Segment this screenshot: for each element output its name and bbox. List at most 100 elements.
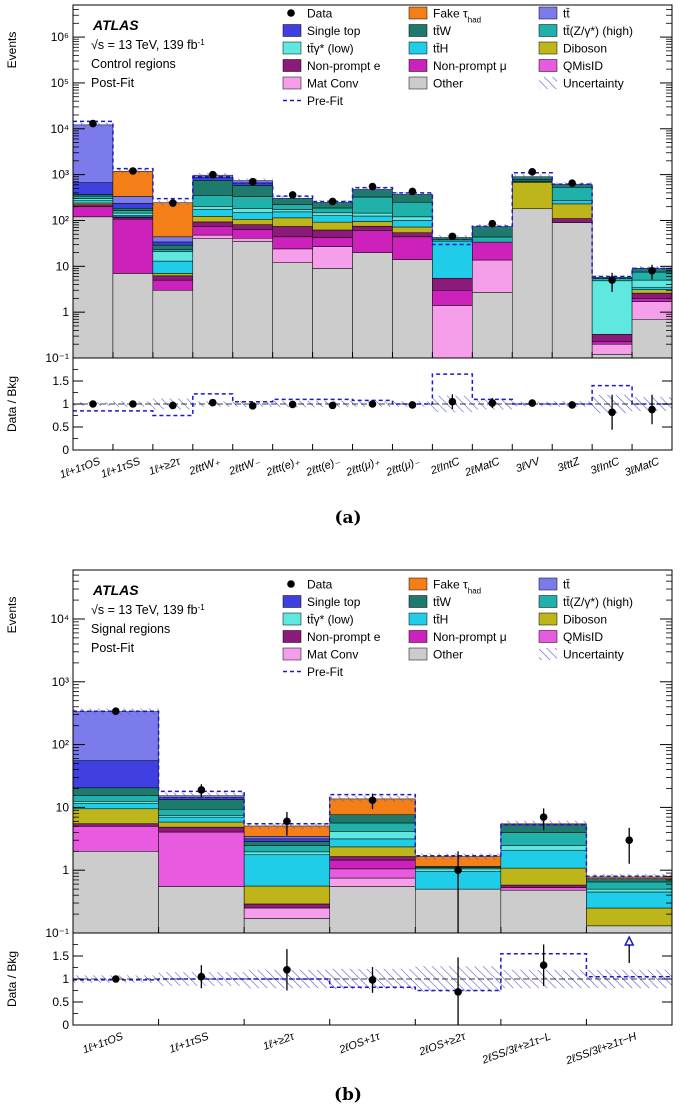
- bar-nonprompt_mu-9: [432, 290, 473, 306]
- legend-label-other: Other: [433, 77, 463, 91]
- bar-other-5: [272, 262, 313, 359]
- bar-tth-8: [392, 220, 433, 228]
- legend-label-ttw: tt̄W: [433, 595, 452, 609]
- legend-label-prefit: Pre-Fit: [307, 665, 344, 679]
- ratio-ytick-label: 0: [62, 443, 69, 457]
- bar-ttgamma-0: [72, 801, 159, 804]
- bar-nonprompt_e-2: [152, 275, 194, 281]
- legend-label-nonprompt_e: Non-prompt e: [307, 630, 381, 644]
- legend-data-marker: [287, 9, 295, 17]
- data-point-10: [488, 219, 497, 228]
- ratio-point-5: [288, 400, 297, 409]
- legend-swatch-nonprompt_mu: [408, 630, 428, 643]
- legend-swatch-mat_conv: [282, 76, 302, 90]
- bar-ttgamma-2: [152, 251, 194, 262]
- bar-nonprompt_mu-10: [472, 241, 513, 261]
- bar-nonprompt_mu-13: [591, 341, 633, 345]
- ratio-ytick-label: 1.5: [52, 374, 69, 388]
- bar-ttw-1: [112, 207, 154, 211]
- data-point-3: [208, 170, 217, 179]
- data-point-0: [111, 707, 120, 716]
- x-category-label-12: 3ℓttZ: [556, 455, 582, 474]
- bar-tth-5: [500, 849, 587, 869]
- ratio-point-1: [129, 400, 137, 408]
- bar-ttz-4: [232, 196, 273, 209]
- uncertainty-band-11: [512, 174, 553, 179]
- x-category-label-5: 2ℓSS/3ℓ+≥1τ−L: [480, 1031, 553, 1067]
- bar-single_top-1: [112, 203, 154, 209]
- x-category-label-11: 3ℓVV: [514, 455, 543, 475]
- bar-other-6: [586, 925, 673, 934]
- legend-swatch-ttz: [538, 595, 558, 608]
- ytick-label: 10⁴: [50, 612, 69, 626]
- ratio-unc-6: [586, 969, 672, 989]
- legend-swatch-ttgamma: [282, 612, 302, 626]
- y-axis-label: Events: [5, 32, 19, 69]
- data-point-1: [197, 786, 206, 794]
- ratio-point-12: [568, 401, 576, 409]
- bar-nonprompt_mu-8: [392, 236, 433, 260]
- ratio-point-14: [648, 405, 656, 414]
- bar-other-4: [232, 241, 273, 359]
- bar-ttgamma-3: [329, 831, 416, 840]
- fit-label: Post-Fit: [91, 76, 135, 90]
- legend-swatch-diboson: [538, 41, 558, 55]
- bar-ttgamma-1: [158, 815, 245, 818]
- legend-swatch-fake_tau: [408, 6, 428, 20]
- bar-other-1: [112, 273, 154, 359]
- x-category-label-0: 1ℓ+1τOS: [58, 455, 102, 481]
- bar-ttz-2: [243, 845, 330, 853]
- ratio-point-13: [608, 408, 616, 417]
- ytick-label: 10⁶: [51, 30, 69, 44]
- bar-diboson-6: [312, 221, 353, 231]
- bar-nonprompt_e-5: [500, 884, 587, 888]
- ytick-label: 10³: [52, 675, 69, 689]
- bar-ttz-5: [272, 204, 313, 210]
- legend-label-ttbar: tt̄: [563, 7, 570, 21]
- bar-ttgamma-4: [232, 208, 273, 213]
- bar-tth-3: [192, 209, 233, 217]
- bar-tth-2: [243, 854, 330, 887]
- bar-diboson-0: [72, 808, 159, 824]
- legend-label-qmisid: QMisID: [563, 59, 603, 73]
- ytick-label: 10²: [52, 738, 69, 752]
- bar-single_top-2: [243, 838, 330, 842]
- region-label: Signal regions: [91, 622, 170, 636]
- bar-nonprompt_mu-2: [152, 279, 194, 291]
- bar-nonprompt_e-1: [112, 217, 154, 220]
- ytick-label: 10⁻¹: [45, 351, 69, 365]
- legend-swatch-ttbar: [538, 577, 558, 591]
- bar-nonprompt_mu-4: [232, 229, 273, 239]
- bar-diboson-7: [352, 221, 393, 227]
- bar-nonprompt_e-4: [232, 224, 273, 230]
- legend-sub: had: [468, 15, 481, 24]
- legend-swatch-fake_tau: [408, 577, 428, 591]
- ratio-point-9: [448, 397, 457, 406]
- bar-ttgamma-2: [243, 851, 330, 856]
- data-point-13: [608, 276, 616, 284]
- legend-swatch-nonprompt_e: [282, 59, 302, 72]
- bar-nonprompt_e-1: [158, 826, 245, 833]
- ratio-point-1: [197, 972, 206, 981]
- bar-ttw-1: [158, 799, 245, 810]
- legend-label-unc: Uncertainty: [563, 648, 624, 662]
- ytick-label: 10: [56, 259, 70, 273]
- data-point-3: [368, 796, 377, 805]
- bar-diboson-5: [500, 867, 587, 886]
- x-category-label-7: 2ℓtt(μ)₊: [344, 455, 382, 479]
- legend-label-diboson: Diboson: [563, 613, 607, 627]
- bar-mat_conv-9: [432, 305, 473, 359]
- bar-fake_tau-1: [112, 170, 154, 197]
- ratio-ytick-label: 1.5: [52, 949, 69, 963]
- legend-swatch-other: [408, 647, 428, 661]
- bar-tth-1: [158, 817, 245, 823]
- legend-swatch-ttw: [408, 595, 428, 608]
- bar-ttgamma-14: [631, 279, 673, 288]
- data-point-6: [328, 197, 337, 206]
- ratio-ytick-label: 1: [62, 397, 69, 411]
- legend-label-qmisid: QMisID: [563, 630, 603, 644]
- bar-mat_conv-13: [591, 343, 633, 355]
- lumi-sup: -1: [198, 38, 206, 47]
